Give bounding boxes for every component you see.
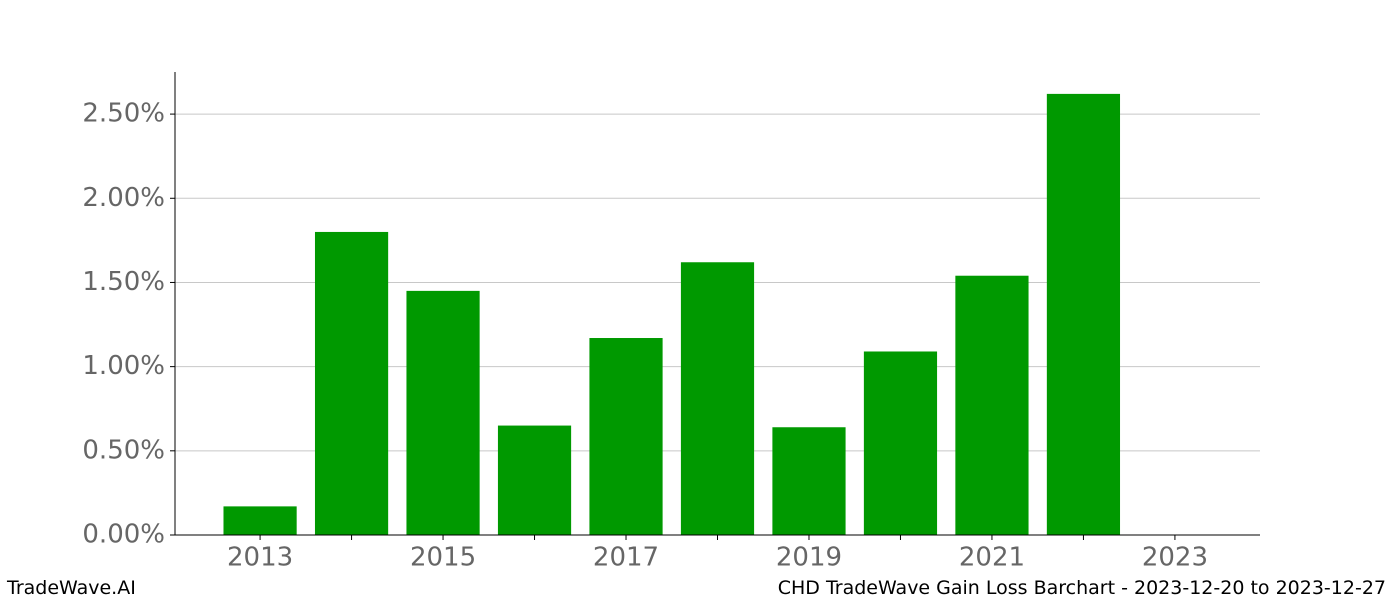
bar xyxy=(1046,93,1121,536)
x-tick-label: 2023 xyxy=(1142,543,1208,573)
bar xyxy=(223,506,297,535)
x-tick-label: 2015 xyxy=(410,543,476,573)
bar xyxy=(955,275,1029,535)
y-tick-label: 1.00% xyxy=(82,351,165,381)
x-tick-label: 2013 xyxy=(227,543,293,573)
source-label: TradeWave.AI xyxy=(6,577,136,599)
bar xyxy=(497,425,572,535)
bar xyxy=(863,351,938,535)
y-tick-label: 2.50% xyxy=(82,99,165,129)
bar xyxy=(314,231,389,536)
x-tick-label: 2019 xyxy=(776,543,842,573)
bar xyxy=(680,262,755,535)
bar xyxy=(589,338,663,535)
chart-title: CHD TradeWave Gain Loss Barchart - 2023-… xyxy=(778,577,1386,599)
y-tick-label: 0.00% xyxy=(82,520,165,550)
x-tick-label: 2017 xyxy=(593,543,659,573)
bar xyxy=(406,290,480,535)
y-tick-label: 2.00% xyxy=(82,183,165,213)
y-tick-label: 0.50% xyxy=(82,435,165,465)
x-tick-label: 2021 xyxy=(959,543,1025,573)
bar xyxy=(772,427,846,535)
y-tick-label: 1.50% xyxy=(82,267,165,297)
